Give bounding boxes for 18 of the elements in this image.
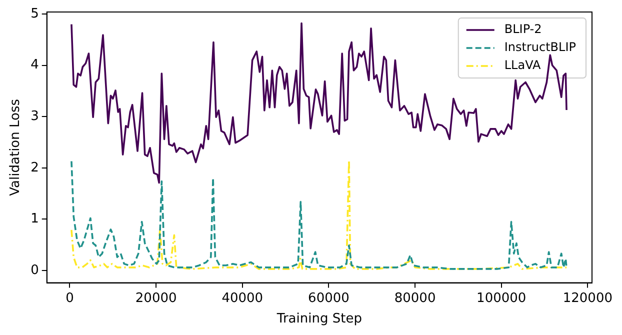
x-tick-label: 120000	[562, 290, 613, 306]
legend-label: InstructBLIP	[504, 40, 576, 54]
y-axis-title: Validation Loss	[8, 98, 24, 196]
x-tick-label: 100000	[476, 290, 526, 306]
x-tick-label: 20000	[135, 290, 177, 306]
x-tick-label: 80000	[394, 290, 436, 306]
x-tick-label: 40000	[222, 290, 264, 306]
y-tick-label: 0	[30, 262, 39, 278]
y-tick-label: 2	[30, 160, 39, 176]
y-tick-label: 4	[30, 58, 39, 73]
x-tick-label: 0	[66, 290, 74, 306]
x-tick-label: 60000	[308, 290, 350, 306]
y-tick-label: 1	[30, 212, 39, 227]
y-tick-label: 3	[30, 109, 39, 124]
legend-label: LLaVA	[504, 58, 542, 72]
legend-label: BLIP-2	[504, 22, 542, 36]
x-axis-title: Training Step	[276, 312, 362, 327]
y-tick-label: 5	[30, 6, 39, 22]
